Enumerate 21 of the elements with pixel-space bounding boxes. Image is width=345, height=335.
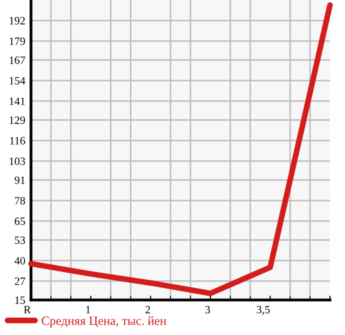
x-tick-label: 3,5 <box>256 306 270 315</box>
y-tick-label: 192 <box>10 17 25 24</box>
y-tick-label: 141 <box>10 98 25 105</box>
x-tick-label: 2 <box>146 306 150 314</box>
y-tick-label: 53 <box>14 236 26 244</box>
x-tick-label: 1 <box>86 306 90 314</box>
y-tick-label: 103 <box>10 158 26 166</box>
x-tick-label: R <box>24 306 31 314</box>
y-tick-label: 167 <box>10 56 26 64</box>
y-tick-label: 15 <box>15 296 26 304</box>
y-tick-label: 27 <box>14 278 26 285</box>
legend-label: Средняя Цена, тыс. йен <box>42 316 166 328</box>
y-tick-label: 154 <box>10 77 26 84</box>
y-tick-label: 179 <box>10 38 25 46</box>
y-tick-label: 78 <box>15 196 26 204</box>
y-tick-label: 65 <box>14 218 26 226</box>
y-tick-label: 91 <box>14 176 25 184</box>
y-tick-label: 40 <box>14 256 26 264</box>
y-tick-label: 116 <box>10 137 26 144</box>
y-tick-label: 129 <box>10 116 25 124</box>
x-tick-label: 3 <box>205 306 210 314</box>
